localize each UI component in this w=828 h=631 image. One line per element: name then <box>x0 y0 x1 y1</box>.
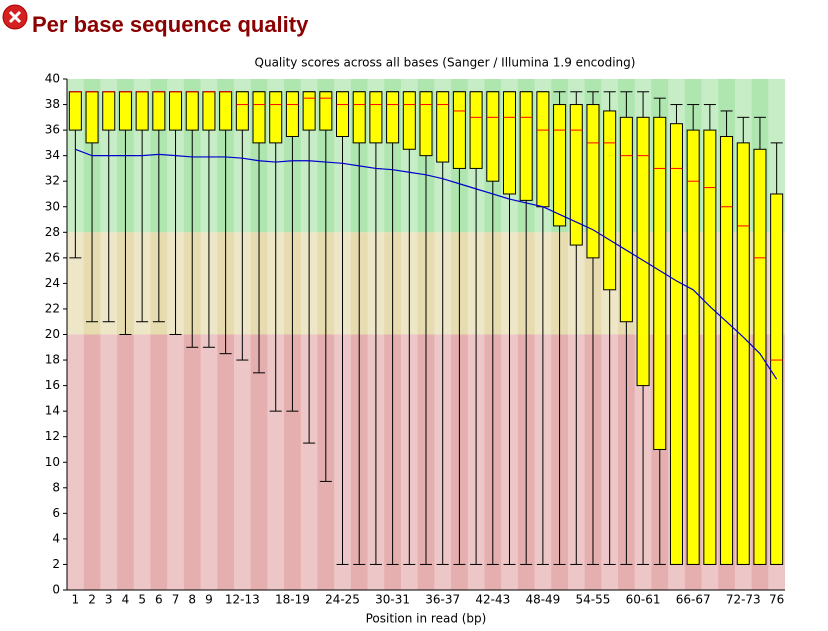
x-tick-label: 24-25 <box>325 593 360 607</box>
box <box>419 91 433 157</box>
stripe <box>100 79 118 590</box>
box <box>68 91 82 131</box>
x-tick-label: 42-43 <box>475 593 510 607</box>
x-tick-label: 30-31 <box>375 593 410 607</box>
box <box>285 91 299 137</box>
y-tick-label: 40 <box>45 72 60 86</box>
box <box>302 91 316 131</box>
box <box>252 91 266 144</box>
box <box>720 135 734 565</box>
box <box>235 91 249 131</box>
x-tick-label: 60-61 <box>626 593 661 607</box>
box <box>502 91 516 195</box>
box <box>469 91 483 169</box>
y-tick-label: 4 <box>52 531 60 545</box>
x-tick-label: 9 <box>205 593 213 607</box>
y-tick-label: 34 <box>45 148 60 162</box>
box <box>135 91 149 131</box>
box <box>402 91 416 150</box>
box <box>319 91 333 131</box>
y-tick-label: 0 <box>52 583 60 597</box>
box <box>603 110 617 291</box>
stripe <box>133 79 151 590</box>
box <box>703 129 717 565</box>
x-tick-label: 5 <box>138 593 146 607</box>
x-tick-label: 48-49 <box>525 593 560 607</box>
x-tick-label: 6 <box>155 593 163 607</box>
y-tick-label: 14 <box>45 404 60 418</box>
box <box>736 142 750 565</box>
x-tick-label: 66-67 <box>676 593 711 607</box>
box <box>118 91 132 131</box>
chart-title: Quality scores across all bases (Sanger … <box>255 56 636 70</box>
box <box>669 123 683 565</box>
y-tick-label: 8 <box>52 480 60 494</box>
box <box>152 91 166 131</box>
box <box>386 91 400 144</box>
x-tick-label: 54-55 <box>576 593 611 607</box>
box <box>636 116 650 387</box>
x-tick-label: 72-73 <box>726 593 761 607</box>
y-tick-label: 38 <box>45 97 60 111</box>
box <box>519 91 533 201</box>
x-tick-label: 18-19 <box>275 593 310 607</box>
box <box>436 91 450 163</box>
y-tick-label: 20 <box>45 327 60 341</box>
x-tick-label: 7 <box>172 593 180 607</box>
box <box>202 91 216 131</box>
box <box>486 91 500 182</box>
y-tick-label: 2 <box>52 557 60 571</box>
y-tick-label: 30 <box>45 199 60 213</box>
box <box>569 104 583 246</box>
box <box>352 91 366 144</box>
stripe <box>67 79 84 590</box>
box <box>536 91 550 208</box>
y-tick-label: 24 <box>45 276 60 290</box>
x-tick-label: 8 <box>188 593 196 607</box>
x-tick-label: 12-13 <box>225 593 260 607</box>
y-tick-label: 18 <box>45 353 60 367</box>
y-tick-label: 22 <box>45 301 60 315</box>
box <box>85 91 99 144</box>
y-tick-label: 28 <box>45 225 60 239</box>
mean-line <box>75 148 778 380</box>
y-tick-label: 12 <box>45 429 60 443</box>
y-tick-label: 26 <box>45 250 60 264</box>
x-tick-label: 4 <box>122 593 130 607</box>
box <box>586 104 600 259</box>
box <box>770 193 784 565</box>
section-title: Per base sequence quality <box>32 12 309 37</box>
box <box>753 148 767 565</box>
y-tick-label: 16 <box>45 378 60 392</box>
x-tick-label: 2 <box>88 593 96 607</box>
x-tick-label: 1 <box>72 593 80 607</box>
box <box>369 91 383 144</box>
y-tick-label: 10 <box>45 455 60 469</box>
box <box>653 116 667 450</box>
box <box>619 116 633 323</box>
error-icon <box>2 4 28 30</box>
x-tick-label: 36-37 <box>425 593 460 607</box>
box <box>169 91 183 131</box>
box <box>102 91 116 131</box>
box <box>336 91 350 137</box>
x-axis-label: Position in read (bp) <box>366 612 487 626</box>
box <box>269 91 283 144</box>
box <box>686 129 700 565</box>
box <box>553 104 567 227</box>
box <box>452 91 466 169</box>
y-tick-label: 6 <box>52 506 60 520</box>
y-tick-label: 32 <box>45 174 60 188</box>
box <box>185 91 199 131</box>
y-tick-label: 36 <box>45 123 60 137</box>
x-tick-label: 76 <box>769 593 784 607</box>
x-tick-label: 3 <box>105 593 113 607</box>
box <box>219 91 233 131</box>
